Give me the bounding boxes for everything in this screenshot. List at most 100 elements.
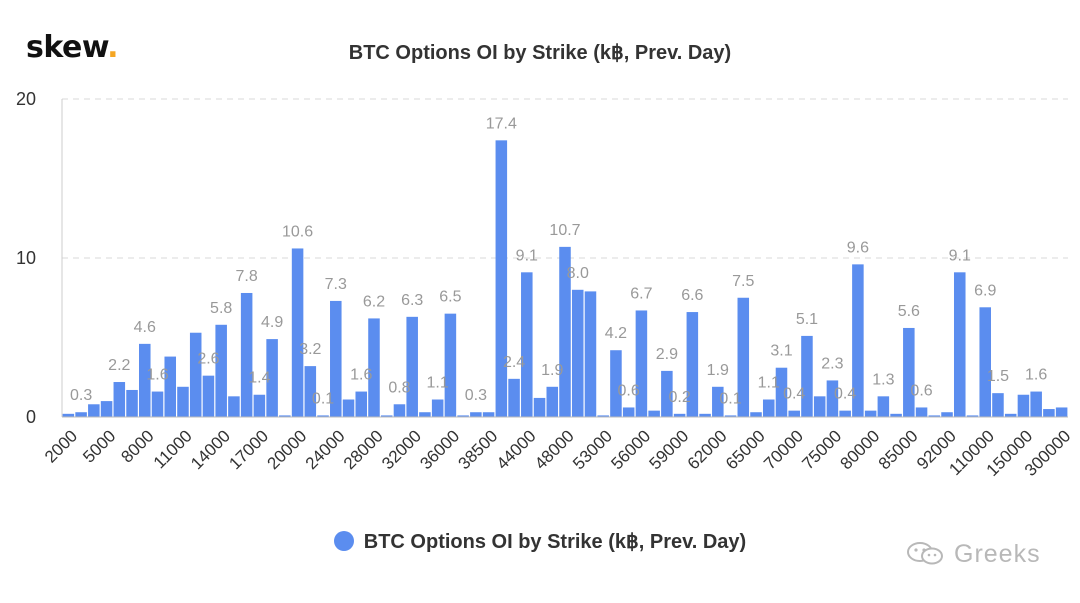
bar[interactable] [496,140,508,417]
bar[interactable] [419,412,431,417]
data-label: 2.2 [108,357,130,374]
bar[interactable] [788,411,800,417]
x-tick-label: 44000 [493,426,540,473]
data-label: 0.6 [910,382,932,399]
bar[interactable] [101,401,113,417]
bar[interactable] [355,392,367,417]
bar[interactable] [254,395,266,417]
bar[interactable] [483,412,495,417]
bar[interactable] [648,411,660,417]
bar[interactable] [865,411,877,417]
data-label: 0.4 [783,386,805,403]
bar[interactable] [190,333,202,417]
bar[interactable] [546,387,558,417]
bar[interactable] [114,382,126,417]
bar[interactable] [623,407,635,417]
x-tick-label: 17000 [225,426,272,473]
bar[interactable] [878,396,890,417]
data-label: 1.1 [758,375,780,392]
data-label: 6.2 [363,293,385,310]
x-tick-label: 53000 [569,426,616,473]
bar[interactable] [432,400,444,417]
watermark: Greeks [906,540,1041,569]
data-label: 2.4 [503,354,525,371]
bar[interactable] [126,390,138,417]
bar[interactable] [203,376,215,417]
bar[interactable] [1030,392,1042,417]
x-tick-label: 20000 [264,426,311,473]
data-label: 1.6 [1025,367,1047,384]
bar[interactable] [839,411,851,417]
bar[interactable] [75,412,87,417]
x-tick-label: 59000 [646,426,693,473]
data-label: 0.8 [388,379,410,396]
bar[interactable] [152,392,164,417]
bar[interactable] [177,387,189,417]
data-label: 4.6 [134,319,156,336]
bar[interactable] [215,325,227,417]
data-label: 6.6 [681,287,703,304]
bar[interactable] [636,310,648,417]
bar[interactable] [534,398,546,417]
bar[interactable] [445,314,457,417]
data-label: 1.3 [872,371,894,388]
data-label: 7.3 [325,276,347,293]
bar[interactable] [814,396,826,417]
bar[interactable] [228,396,240,417]
bar[interactable] [470,412,482,417]
bar[interactable] [1056,407,1068,417]
bar[interactable] [508,379,520,417]
legend-label: BTC Options OI by Strike (k฿, Prev. Day) [364,531,746,553]
data-label: 1.6 [146,367,168,384]
data-label: 2.9 [656,346,678,363]
data-label: 10.6 [282,223,313,240]
data-label: 0.1 [719,390,741,407]
bar[interactable] [954,272,966,417]
bar[interactable] [992,393,1004,417]
bar[interactable] [1018,395,1030,417]
x-tick-label: 11000 [150,426,196,472]
bar[interactable] [343,400,355,417]
data-label: 2.6 [197,351,219,368]
data-label: 10.7 [549,222,580,239]
data-label: 9.1 [516,247,538,264]
bar[interactable] [292,248,304,417]
x-tick-label: 14000 [187,426,234,473]
bar[interactable] [801,336,813,417]
data-label: 0.1 [312,390,334,407]
data-label: 5.6 [898,303,920,320]
data-label: 1.4 [248,370,270,387]
bar[interactable] [406,317,418,417]
bar[interactable] [585,291,597,417]
data-label: 4.2 [605,325,627,342]
x-tick-label: 2000 [41,426,81,466]
x-tick-label: 80000 [837,426,884,473]
bar[interactable] [903,328,915,417]
data-label: 2.3 [821,355,843,372]
bar[interactable] [979,307,991,417]
x-tick-label: 5000 [79,426,119,466]
legend-marker [334,531,354,551]
bar[interactable] [1043,409,1055,417]
data-label: 9.1 [949,247,971,264]
watermark-text: Greeks [954,540,1041,568]
bar[interactable] [572,290,584,417]
data-label: 8.0 [567,265,589,282]
x-tick-label: 28000 [340,426,387,473]
data-label: 1.5 [987,368,1009,385]
bar[interactable] [941,412,953,417]
bar[interactable] [521,272,533,417]
data-label: 3.1 [770,343,792,360]
data-label: 1.9 [707,362,729,379]
x-tick-label: 56000 [607,426,654,473]
bar[interactable] [763,400,775,417]
data-label: 0.4 [834,386,856,403]
x-tick-label: 62000 [684,426,731,473]
bar[interactable] [916,407,928,417]
data-label: 0.6 [618,382,640,399]
bar[interactable] [394,404,406,417]
bar[interactable] [750,412,762,417]
bar[interactable] [88,404,100,417]
x-tick-label: 75000 [798,426,845,473]
bar[interactable] [241,293,253,417]
